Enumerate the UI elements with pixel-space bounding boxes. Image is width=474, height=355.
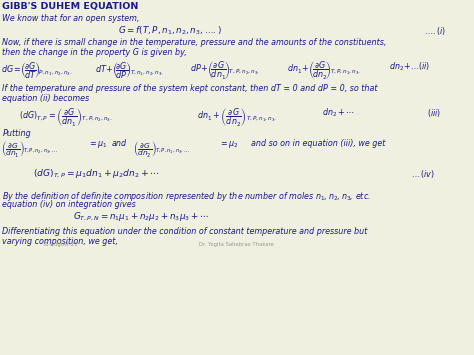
Text: By the definition of definite composition represented by the number of moles $n_: By the definition of definite compositio… — [2, 190, 371, 203]
Text: $\left(\dfrac{\partial G}{dn_1}\right)_{\!T,P,n_2,n_3,\ldots}$: $\left(\dfrac{\partial G}{dn_1}\right)_{… — [1, 139, 58, 159]
Text: Differentiating this equation under the condition of constant temperature and pr: Differentiating this equation under the … — [2, 227, 368, 236]
Text: If the temperature and pressure of the system kept constant, then dT = 0 and dP : If the temperature and pressure of the s… — [2, 84, 378, 93]
Text: $(iii)$: $(iii)$ — [427, 106, 441, 119]
Text: $= \mu_2$: $= \mu_2$ — [219, 139, 239, 150]
Text: Dr. Yogita Sahebrao Thakare: Dr. Yogita Sahebrao Thakare — [199, 242, 274, 247]
Text: equation (ii) becomes: equation (ii) becomes — [2, 94, 90, 103]
Text: then the change in the property G is given by,: then the change in the property G is giv… — [2, 48, 187, 56]
Text: $\left(\dfrac{\partial G}{dn_2}\right)_{\!T,P,n_1,n_3,\ldots}$: $\left(\dfrac{\partial G}{dn_2}\right)_{… — [133, 139, 190, 159]
Text: $\ldots\,(iv)$: $\ldots\,(iv)$ — [411, 168, 435, 180]
Text: $(dG)_{T,P} = \mu_1 dn_1 + \mu_2 dn_2 + \cdots$: $(dG)_{T,P} = \mu_1 dn_1 + \mu_2 dn_2 + … — [33, 168, 160, 180]
Text: $dn_1 + \left(\dfrac{\partial G}{dn_2}\right)_{T,P,n_1,n_3.}$: $dn_1 + \left(\dfrac{\partial G}{dn_2}\r… — [197, 106, 277, 129]
Text: $G_{T,P,N} = n_1\mu_1 + n_2\mu_2 + n_3\mu_3 + \cdots$: $G_{T,P,N} = n_1\mu_1 + n_2\mu_2 + n_3\m… — [73, 210, 210, 223]
Text: $= \mu_1$: $= \mu_1$ — [88, 139, 108, 150]
Text: $dn_2\!+\!\ldots(ii)$: $dn_2\!+\!\ldots(ii)$ — [389, 60, 430, 73]
Text: GIBB'S DUHEM EQUATION: GIBB'S DUHEM EQUATION — [2, 2, 139, 11]
Text: $dn_1\!+\!\left(\!\dfrac{\partial G}{dn_2}\!\right)_{\!T,P,n_1,n_3.}$: $dn_1\!+\!\left(\!\dfrac{\partial G}{dn_… — [287, 60, 361, 82]
Text: $dG = \!\left(\!\dfrac{\partial G}{dT}\!\right)_{\!P,n_1,n_2,n_3.}$: $dG = \!\left(\!\dfrac{\partial G}{dT}\!… — [1, 60, 73, 81]
Text: $dn_2 + \cdots$: $dn_2 + \cdots$ — [322, 106, 355, 119]
Text: We know that for an open system,: We know that for an open system, — [2, 14, 140, 23]
Text: 31-August-20: 31-August-20 — [43, 242, 78, 247]
Text: $dP\!+\!\left(\!\dfrac{\partial G}{dn_1}\!\right)_{\!T,P,n_2,n_3.}$: $dP\!+\!\left(\!\dfrac{\partial G}{dn_1}… — [190, 60, 260, 82]
Text: Now, if there is small change in the temperature, pressure and the amounts of th: Now, if there is small change in the tem… — [2, 38, 387, 47]
Text: $(dG)_{T,P} = \left(\dfrac{\partial G}{dn_1}\right)_{T,P,n_2,n_3.}$: $(dG)_{T,P} = \left(\dfrac{\partial G}{d… — [19, 106, 113, 129]
Text: and so on in equation (iii), we get: and so on in equation (iii), we get — [251, 139, 385, 148]
Text: $dT\!+\!\left(\!\dfrac{\partial G}{dP}\!\right)_{\!T,n_1,n_2,n_3.}$: $dT\!+\!\left(\!\dfrac{\partial G}{dP}\!… — [95, 60, 164, 81]
Text: varying composition, we get,: varying composition, we get, — [2, 237, 118, 246]
Text: Putting: Putting — [2, 129, 31, 137]
Text: equation (iv) on integration gives: equation (iv) on integration gives — [2, 200, 136, 208]
Text: and: and — [111, 139, 127, 148]
Text: $G = f(T, P, n_1, n_2, n_3, \ldots.)$: $G = f(T, P, n_1, n_2, n_3, \ldots.)$ — [118, 25, 223, 37]
Text: $\ldots.(i)$: $\ldots.(i)$ — [424, 25, 446, 37]
